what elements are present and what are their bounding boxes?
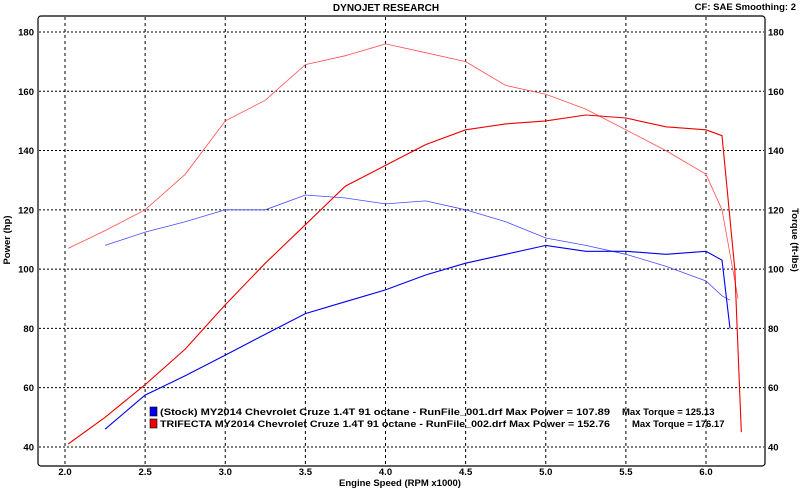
x-tick-label: 5.5 [619, 467, 633, 478]
chart-title: DYNOJET RESEARCH [333, 3, 439, 14]
y-axis-label: Power (hp) [2, 215, 13, 264]
y2-tick-label: 80 [768, 324, 779, 335]
y-tick-label: 120 [18, 205, 34, 216]
x-axis-label: Engine Speed (RPM x1000) [339, 478, 461, 488]
series-line-trifecta-torque [68, 43, 739, 299]
x-tick-label: 3.0 [219, 467, 232, 478]
y2-axis-label: Torque (ft-lbs) [789, 208, 800, 272]
x-tick-label: 2.5 [139, 467, 153, 478]
y2-tick-label: 120 [768, 205, 784, 216]
x-tick-label: 3.5 [299, 467, 313, 478]
series-line-stock-power [104, 244, 731, 430]
x-tick-label: 5.0 [539, 467, 552, 478]
y2-tick-label: 180 [768, 28, 784, 39]
x-tick-label: 2.0 [58, 467, 71, 478]
y-tick-label: 100 [18, 265, 34, 276]
legend-swatch [149, 418, 158, 429]
y2-tick-label: 100 [768, 265, 784, 276]
x-tick-label: 4.0 [379, 467, 392, 478]
x-tick-label: 4.5 [459, 467, 473, 478]
x-tick-label: 6.0 [699, 467, 712, 478]
y-tick-label: 60 [23, 383, 34, 394]
y-tick-label: 180 [18, 28, 34, 39]
legend-max-torque: Max Torque = 176.17 [632, 419, 725, 430]
y2-tick-label: 140 [768, 146, 784, 157]
y-tick-label: 160 [18, 87, 34, 98]
y2-tick-label: 160 [768, 87, 784, 98]
y-tick-label: 140 [18, 146, 34, 157]
y2-tick-label: 40 [768, 442, 779, 453]
legend-label: TRIFECTA MY2014 Chevrolet Cruze 1.4T 91 … [160, 419, 610, 430]
series-line-trifecta-power [67, 114, 742, 445]
y-tick-label: 80 [23, 324, 34, 335]
legend-swatch [149, 406, 158, 417]
y-tick-label: 40 [23, 442, 34, 453]
y2-tick-label: 60 [768, 383, 779, 394]
plot-frame [37, 15, 766, 467]
legend-max-torque: Max Torque = 125.13 [622, 407, 715, 418]
series-line-stock-torque [104, 194, 731, 301]
legend-label: (Stock) MY2014 Chevrolet Cruze 1.4T 91 o… [160, 407, 610, 418]
chart-subtitle: CF: SAE Smoothing: 2 [695, 2, 796, 13]
